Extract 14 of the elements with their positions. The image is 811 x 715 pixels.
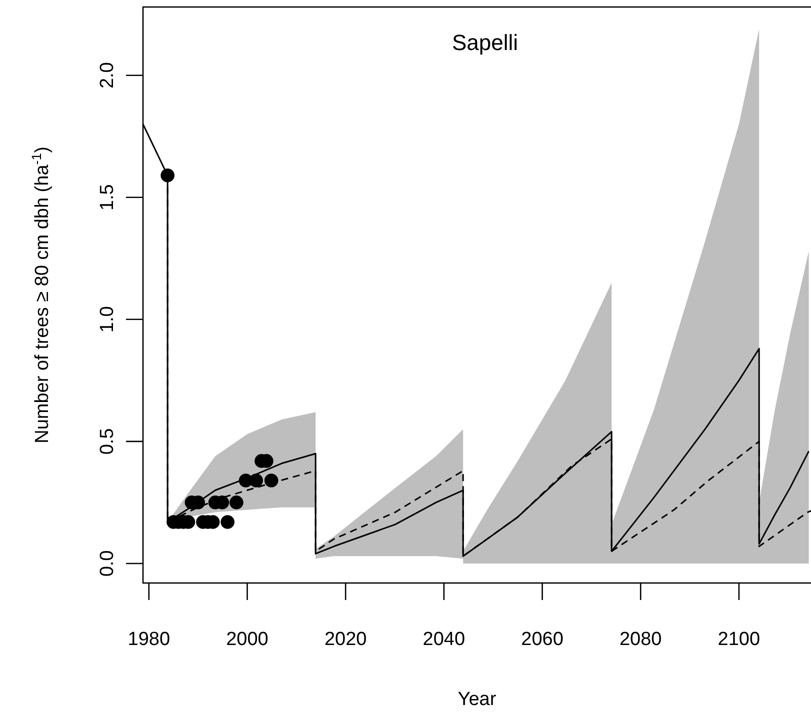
y-tick-label: 1.0 (97, 306, 118, 333)
y-tick-label: 0.0 (97, 550, 118, 577)
y-tick-label: 2.0 (97, 62, 118, 89)
x-tick-label: 2100 (718, 629, 760, 650)
x-tick-label: 1980 (128, 629, 170, 650)
y-tick-label: 1.5 (97, 184, 118, 211)
x-tick-label: 2060 (521, 629, 564, 650)
y-tick-label: 0.5 (97, 428, 118, 455)
x-tick-label: 2040 (422, 629, 466, 650)
x-axis-title: Year (458, 689, 497, 710)
x-tick-label: 2080 (619, 629, 662, 650)
x-tick-label: 2000 (226, 629, 268, 650)
text: Sapelli (452, 30, 518, 55)
x-tick-label: 2020 (324, 629, 367, 650)
